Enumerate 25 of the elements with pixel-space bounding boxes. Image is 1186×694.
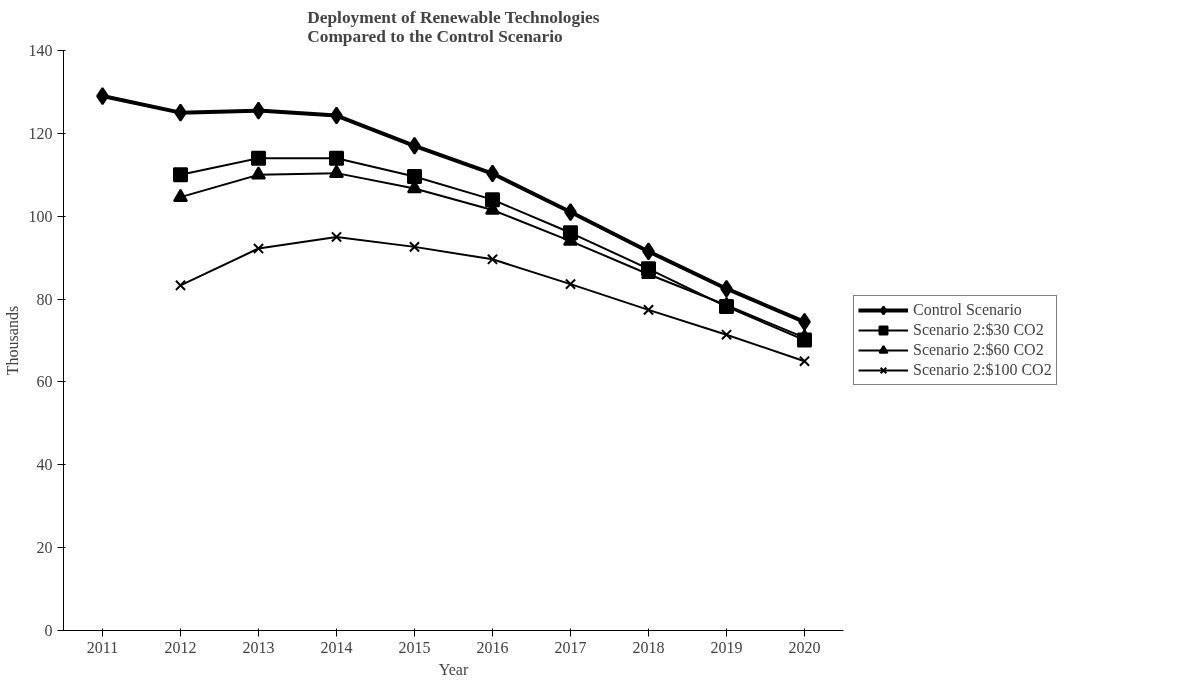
x-tick-label: 2015 bbox=[398, 638, 431, 656]
x-tick-label: 2016 bbox=[476, 638, 509, 656]
y-tick-label: 120 bbox=[28, 124, 53, 142]
y-tick-label: 140 bbox=[28, 42, 53, 59]
y-tick-label: 60 bbox=[36, 373, 53, 391]
legend-label: Control Scenario bbox=[913, 301, 1022, 319]
chart-title: Deployment of Renewable Technologies Compared to the Control Scenario bbox=[307, 7, 600, 46]
x-tick-label: 2017 bbox=[554, 638, 587, 656]
y-tick-label: 20 bbox=[36, 539, 53, 557]
y-axis-title: Thousands bbox=[3, 305, 21, 376]
y-tick-label: 80 bbox=[36, 290, 53, 308]
x-tick-label: 2020 bbox=[788, 638, 821, 656]
x-tick-label: 2014 bbox=[320, 638, 353, 656]
y-tick-label: 100 bbox=[28, 207, 53, 225]
x-axis-title: Year bbox=[438, 660, 469, 678]
x-tick-label: 2013 bbox=[242, 638, 275, 656]
x-tick-label: 2012 bbox=[164, 638, 197, 656]
legend-label: Scenario 2:$30 CO2 bbox=[913, 321, 1044, 339]
y-tick-label: 0 bbox=[44, 622, 53, 639]
x-tick-label: 2019 bbox=[710, 638, 743, 656]
x-tick-label: 2018 bbox=[632, 638, 665, 656]
legend-label: Scenario 2:$100 CO2 bbox=[913, 361, 1052, 379]
x-tick-label: 2011 bbox=[86, 638, 119, 656]
legend-label: Scenario 2:$60 CO2 bbox=[913, 341, 1044, 359]
y-tick-label: 40 bbox=[36, 456, 53, 474]
